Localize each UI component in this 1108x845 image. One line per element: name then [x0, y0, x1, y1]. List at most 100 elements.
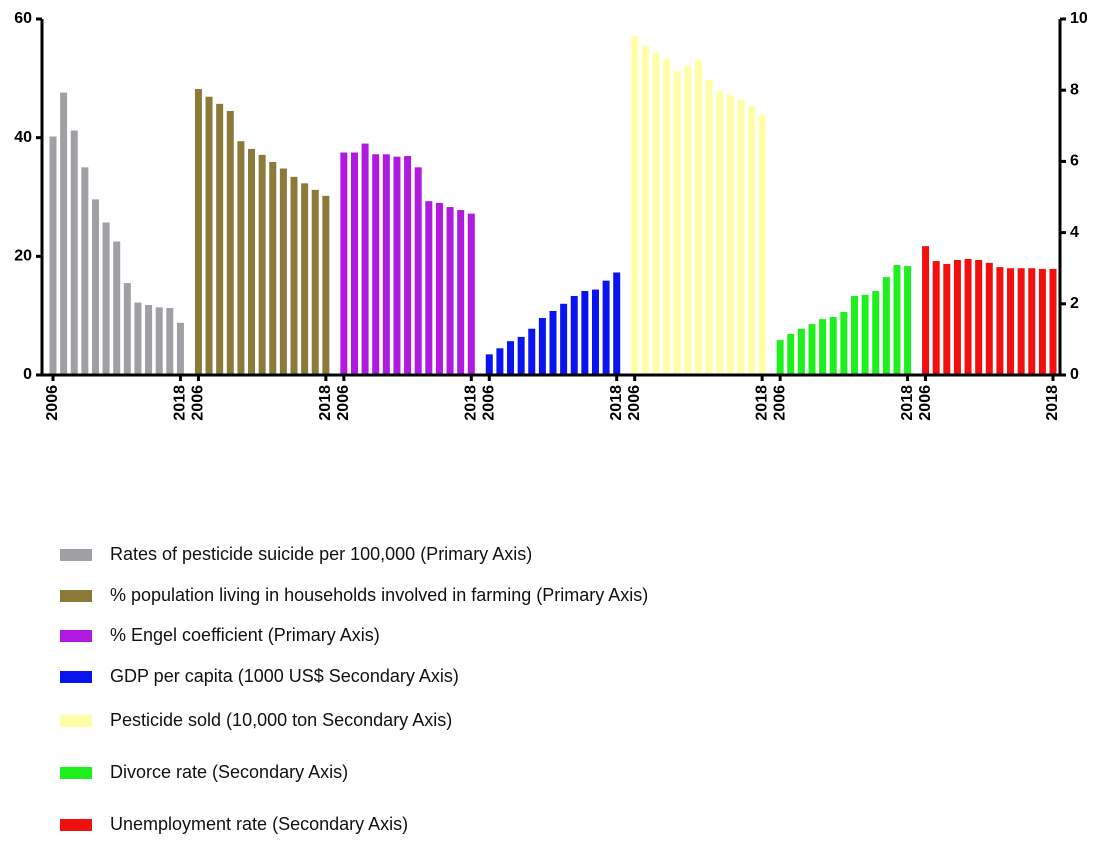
bar	[258, 154, 266, 375]
legend-label: % Engel coefficient (Primary Axis)	[110, 625, 380, 645]
bar	[404, 156, 412, 375]
bar	[60, 92, 68, 375]
bar	[975, 260, 983, 375]
x-tick-label: 2018	[1044, 385, 1061, 421]
bar	[81, 167, 89, 375]
legend-swatch	[60, 671, 92, 683]
bar	[528, 328, 536, 375]
bar	[393, 156, 401, 375]
bar	[1017, 268, 1025, 375]
bar	[631, 36, 639, 375]
bar	[953, 260, 961, 375]
x-tick-label: 2018	[753, 385, 770, 421]
bar	[290, 176, 298, 375]
bar	[872, 290, 880, 375]
legend-swatch	[60, 630, 92, 642]
bar	[602, 280, 610, 375]
bar	[517, 336, 525, 375]
bar	[361, 143, 369, 375]
y-tick-label: 40	[14, 129, 32, 146]
bar	[382, 154, 390, 375]
bar	[237, 141, 245, 375]
bar	[350, 152, 358, 375]
bar	[457, 210, 465, 375]
bar	[538, 318, 546, 375]
y2-tick-label: 10	[1070, 10, 1088, 27]
bar	[882, 277, 890, 375]
bar	[737, 99, 745, 375]
bar	[996, 267, 1004, 375]
y-tick-label: 60	[14, 10, 32, 27]
bar	[652, 52, 660, 375]
x-tick-label: 2006	[44, 385, 61, 421]
x-tick-label: 2006	[771, 385, 788, 421]
legend-label: Rates of pesticide suicide per 100,000 (…	[110, 544, 532, 564]
bar	[123, 283, 131, 375]
bar	[932, 261, 940, 375]
bar	[861, 294, 869, 375]
x-tick-label: 2018	[899, 385, 916, 421]
legend-swatch	[60, 590, 92, 602]
x-tick-label: 2018	[317, 385, 334, 421]
bar	[91, 199, 99, 375]
bar	[176, 322, 184, 375]
bar	[425, 201, 433, 375]
y2-tick-label: 0	[1070, 366, 1079, 383]
bar	[226, 110, 234, 375]
bar	[819, 319, 827, 375]
bar	[694, 59, 702, 375]
x-tick-label: 2018	[608, 385, 625, 421]
bar	[570, 295, 578, 375]
bar	[102, 222, 110, 375]
bar	[1038, 268, 1046, 375]
bar	[435, 202, 443, 375]
bar	[1028, 268, 1036, 375]
bar	[70, 130, 78, 375]
bar	[684, 65, 692, 375]
legend-swatch	[60, 767, 92, 779]
legend-swatch	[60, 715, 92, 727]
legend-label: Pesticide sold (10,000 ton Secondary Axi…	[110, 710, 452, 730]
bar	[49, 136, 57, 375]
bar	[311, 189, 319, 375]
bar	[166, 307, 174, 375]
y2-tick-label: 2	[1070, 295, 1079, 312]
y2-tick-label: 8	[1070, 81, 1079, 98]
bar	[216, 103, 224, 375]
bar	[705, 79, 713, 375]
bar	[467, 213, 475, 375]
bar	[964, 258, 972, 375]
y2-tick-label: 4	[1070, 224, 1079, 241]
bar	[716, 90, 724, 376]
bar	[985, 262, 993, 375]
bar	[663, 58, 671, 375]
bar	[134, 302, 142, 375]
x-tick-label: 2018	[463, 385, 480, 421]
x-tick-label: 2006	[626, 385, 643, 421]
y-tick-label: 20	[14, 248, 32, 265]
bar	[748, 105, 756, 375]
bar	[922, 246, 930, 375]
bar	[673, 70, 681, 375]
bar	[758, 115, 766, 376]
bar	[496, 348, 504, 375]
bar	[322, 195, 330, 375]
bar	[840, 311, 848, 375]
bar	[613, 272, 621, 375]
bar	[507, 341, 515, 375]
x-tick-label: 2006	[190, 385, 207, 421]
bar	[581, 290, 589, 375]
bar	[1007, 268, 1015, 375]
bar	[145, 304, 153, 375]
legend-swatch	[60, 549, 92, 561]
bar	[269, 161, 277, 375]
legend-swatch	[60, 819, 92, 831]
bar	[194, 89, 202, 375]
x-tick-label: 2006	[917, 385, 934, 421]
y2-tick-label: 6	[1070, 153, 1079, 170]
bar	[414, 167, 422, 375]
bar	[1049, 268, 1057, 375]
bar	[904, 266, 912, 375]
bar	[155, 307, 163, 375]
x-tick-label: 2006	[481, 385, 498, 421]
